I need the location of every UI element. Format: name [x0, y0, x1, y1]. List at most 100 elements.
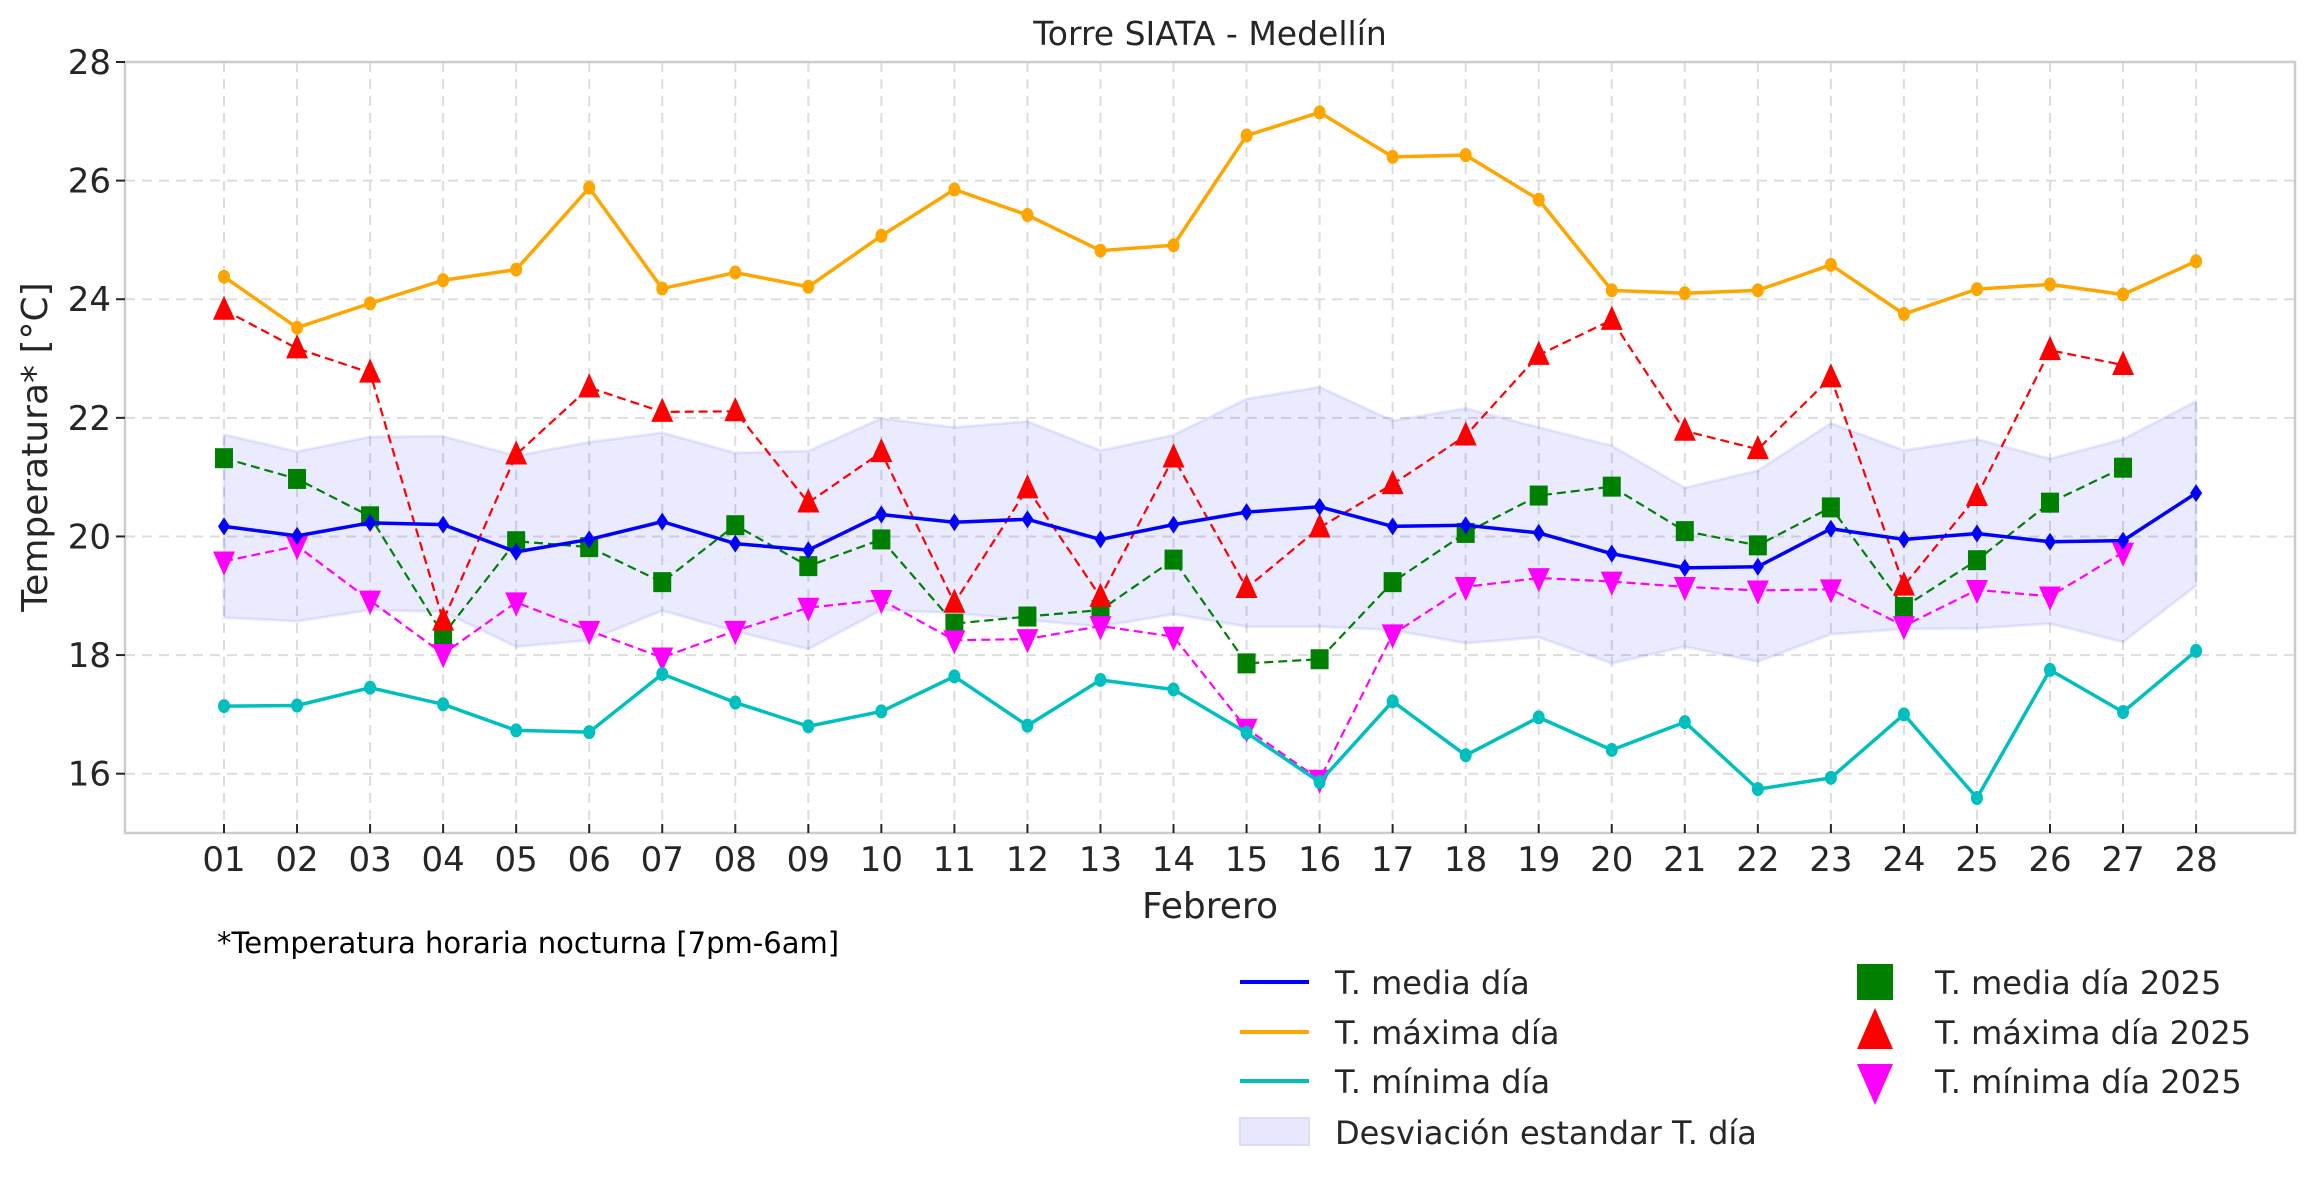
data-point-square — [945, 613, 964, 634]
y-tick-label: 28 — [68, 43, 111, 83]
data-point-triangle-up — [213, 295, 235, 320]
data-point-triangle-up — [1089, 582, 1112, 607]
data-point-triangle-down — [1965, 579, 1988, 605]
legend-label: T. media día — [1334, 964, 1530, 1002]
data-point-circle — [2044, 662, 2056, 677]
data-point-circle — [2190, 643, 2203, 658]
data-point-triangle-up — [1600, 305, 1623, 330]
data-point-circle — [948, 669, 961, 684]
data-point-triangle-up — [1162, 443, 1185, 468]
data-point-triangle-down — [1454, 576, 1477, 602]
data-point-diamond — [1386, 517, 1399, 536]
data-point-diamond — [1824, 519, 1837, 538]
x-tick-label: 17 — [1371, 840, 1414, 880]
data-point-circle — [1386, 694, 1399, 709]
data-point-triangle-up — [432, 606, 455, 631]
data-point-diamond — [1094, 530, 1107, 549]
data-point-triangle-down — [1746, 580, 1769, 605]
data-point-triangle-up — [505, 440, 528, 465]
data-point-circle — [1678, 286, 1691, 301]
data-point-triangle-down — [1819, 579, 1842, 604]
x-tick-label: 14 — [1152, 840, 1195, 880]
x-axis-label: Febrero — [1142, 886, 1278, 927]
data-point-circle — [218, 269, 230, 284]
data-point-triangle-down — [1381, 624, 1404, 649]
data-point-square — [1675, 521, 1694, 542]
data-point-circle — [1897, 307, 1910, 322]
x-tick-label: 25 — [1955, 840, 1998, 880]
data-point-circle — [291, 698, 304, 713]
x-tick-label: 19 — [1517, 840, 1560, 880]
y-tick-label: 26 — [68, 162, 111, 202]
data-point-diamond — [1970, 524, 1983, 543]
data-point-triangle-down — [651, 647, 674, 672]
data-point-triangle-up — [1016, 474, 1039, 499]
y-axis-ticks: 16 18 20 22 24 26 28 — [68, 43, 125, 795]
x-tick-label: 05 — [495, 840, 538, 880]
data-point-circle — [1824, 257, 1837, 272]
series-line — [223, 491, 2198, 570]
data-point-diamond — [1167, 515, 1180, 534]
x-tick-label: 16 — [1298, 840, 1341, 880]
series-t-máxima-día — [218, 105, 2203, 335]
data-point-diamond — [1459, 516, 1472, 535]
x-tick-label: 06 — [568, 840, 611, 880]
data-point-diamond — [1240, 503, 1253, 522]
x-tick-label: 22 — [1736, 840, 1779, 880]
data-point-circle — [729, 695, 742, 710]
data-point-circle — [1094, 672, 1107, 687]
data-point-diamond — [1751, 557, 1764, 576]
data-point-triangle-down — [943, 630, 966, 655]
data-point-square — [1894, 597, 1913, 618]
legend-square-marker — [1857, 964, 1893, 1000]
y-tick-label: 18 — [68, 636, 111, 676]
data-point-square — [872, 529, 891, 550]
data-point-circle — [1605, 742, 1618, 757]
series-t-mínima-día — [218, 643, 2203, 806]
data-point-square — [1237, 653, 1256, 674]
data-point-square — [2041, 492, 2059, 513]
legend-item: T. máxima día 2025 — [1857, 1008, 2251, 1052]
data-point-triangle-down — [578, 620, 601, 646]
data-point-square — [653, 572, 672, 593]
data-point-circle — [1824, 770, 1837, 785]
x-tick-label: 18 — [1444, 840, 1487, 880]
data-point-diamond — [1678, 558, 1691, 577]
legend-item: T. media día 2025 — [1857, 964, 2221, 1002]
data-point-circle — [1167, 238, 1180, 253]
data-point-triangle-up — [1308, 513, 1331, 538]
x-axis-ticks: 01 02 03 04 05 06 07 08 09 10 11 12 13 14 15 16 17 18 19 20… — [202, 824, 2218, 880]
data-point-diamond — [1897, 530, 1910, 549]
series-layer — [213, 105, 2203, 806]
legend-label: Desviación estandar T. día — [1335, 1114, 1757, 1152]
data-point-circle — [1605, 283, 1618, 298]
data-point-square — [1748, 535, 1767, 556]
legend-triangle-down-marker — [1857, 1064, 1893, 1105]
legend-patch-swatch — [1239, 1117, 1310, 1146]
data-point-triangle-up — [1454, 421, 1477, 446]
data-point-circle — [1094, 243, 1107, 258]
footnote: *Temperatura horaria nocturna [7pm-6am] — [217, 926, 839, 960]
data-point-triangle-up — [1892, 571, 1915, 596]
series-line — [222, 110, 2197, 330]
legend-item: T. máxima día — [1240, 1014, 1559, 1052]
series-t-mínima-día-2025 — [213, 536, 2135, 794]
data-point-square — [1967, 550, 1986, 571]
data-point-circle — [1386, 149, 1399, 164]
x-tick-label: 02 — [275, 840, 318, 880]
data-point-circle — [510, 262, 523, 277]
data-point-triangle-up — [1527, 340, 1550, 365]
legend-label: T. mínima día 2025 — [1934, 1063, 2242, 1101]
data-point-square — [2114, 457, 2133, 478]
data-point-triangle-down — [1600, 571, 1623, 596]
data-point-circle — [948, 182, 961, 197]
data-point-circle — [1970, 791, 1983, 806]
data-point-circle — [364, 680, 377, 695]
data-point-triangle-down — [1089, 616, 1112, 641]
axes-frame — [123, 60, 2297, 835]
data-point-diamond — [729, 534, 742, 553]
data-point-diamond — [2117, 531, 2130, 550]
data-point-diamond — [948, 513, 961, 532]
data-point-square — [1018, 606, 1037, 627]
data-point-triangle-up — [870, 437, 893, 463]
